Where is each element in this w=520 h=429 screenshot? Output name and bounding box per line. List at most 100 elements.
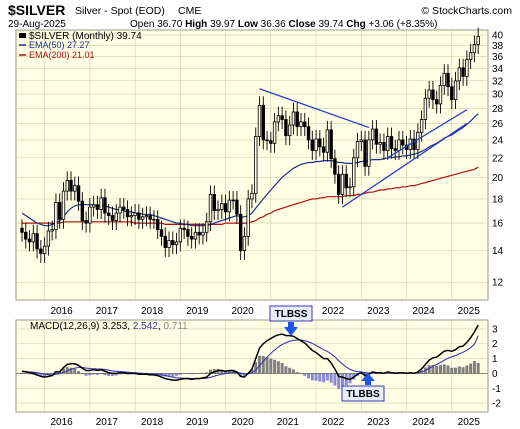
candle-body bbox=[212, 194, 216, 212]
candle-body bbox=[235, 199, 239, 215]
candle-body bbox=[186, 229, 190, 237]
tlbss-label: TLBSS bbox=[275, 309, 308, 320]
macd-y-tick: 1 bbox=[492, 354, 498, 365]
candle-body bbox=[50, 229, 54, 232]
candle-body bbox=[159, 229, 164, 237]
macd-hist-bar bbox=[92, 373, 96, 375]
macd-hist-bar bbox=[239, 373, 243, 377]
candle-body bbox=[269, 140, 273, 144]
candle-body bbox=[103, 197, 107, 214]
candle-body bbox=[242, 235, 247, 251]
macd-hist-bar bbox=[122, 373, 126, 375]
macd-hist-bar bbox=[438, 365, 442, 374]
macd-hist-bar bbox=[307, 373, 311, 379]
candle-body bbox=[427, 89, 431, 99]
macd-hist-bar bbox=[318, 373, 322, 382]
macd-hist-bar bbox=[80, 373, 84, 375]
macd-x-tick: 2019 bbox=[186, 417, 209, 428]
candle-body bbox=[401, 139, 405, 146]
price-y-tick: 12 bbox=[492, 278, 504, 289]
macd-hist-bar bbox=[446, 365, 450, 374]
symbol-title: $SILVER bbox=[8, 2, 65, 18]
price-y-tick: 36 bbox=[492, 52, 504, 63]
candle-body bbox=[423, 97, 428, 120]
macd-hist-bar bbox=[220, 369, 224, 374]
tlbss-arrow-icon bbox=[284, 322, 298, 336]
macd-hist-bar bbox=[254, 361, 258, 374]
macd-x-tick: 2018 bbox=[141, 417, 164, 428]
price-x-tick: 2020 bbox=[231, 306, 254, 317]
candle-body bbox=[416, 131, 420, 150]
macd-hist-bar bbox=[28, 373, 32, 375]
macd-hist-bar bbox=[50, 373, 54, 375]
candle-body bbox=[178, 227, 183, 243]
candle-body bbox=[374, 128, 379, 145]
trendline bbox=[387, 109, 468, 159]
exchange-label: CME bbox=[178, 5, 201, 17]
macd-hist-bar bbox=[329, 373, 333, 383]
candle-body bbox=[99, 197, 103, 210]
price-y-tick: 34 bbox=[492, 64, 504, 75]
candle-body bbox=[461, 67, 465, 77]
macd-hist-bar bbox=[269, 358, 273, 374]
candle-body bbox=[20, 227, 24, 233]
candle-body bbox=[303, 121, 307, 128]
candle-body bbox=[61, 190, 66, 220]
macd-hist-bar bbox=[175, 373, 179, 376]
candle-body bbox=[231, 199, 235, 202]
candle-body bbox=[171, 240, 175, 246]
candle-body bbox=[144, 215, 149, 218]
candle-body bbox=[472, 44, 477, 54]
candle-body bbox=[453, 80, 458, 101]
candle-body bbox=[280, 115, 284, 120]
candle-body bbox=[152, 218, 156, 221]
macd-x-tick: 2017 bbox=[96, 417, 119, 428]
candle-body bbox=[156, 218, 160, 231]
candle-body bbox=[208, 194, 213, 223]
macd-hist-bar bbox=[461, 367, 465, 374]
macd-hist-bar bbox=[348, 373, 352, 384]
macd-hist-bar bbox=[273, 359, 277, 374]
candle-body bbox=[31, 233, 36, 243]
macd-y-tick: 2 bbox=[492, 339, 498, 350]
macd-hist-bar bbox=[284, 366, 288, 374]
candle-body bbox=[35, 233, 39, 250]
candle-body bbox=[257, 104, 262, 137]
candle-body bbox=[291, 111, 296, 126]
candle-body bbox=[140, 216, 145, 220]
macd-hist-bar bbox=[190, 373, 194, 375]
macd-hist-bar bbox=[465, 365, 469, 374]
candle-body bbox=[434, 99, 439, 105]
macd-hist-bar bbox=[178, 373, 182, 375]
macd-hist-bar bbox=[322, 373, 326, 383]
macd-hist-bar bbox=[303, 373, 307, 376]
price-y-tick: 20 bbox=[492, 173, 504, 184]
candle-body bbox=[80, 200, 85, 221]
price-x-tick: 2018 bbox=[141, 306, 164, 317]
price-y-tick: 18 bbox=[492, 194, 504, 205]
candle-body bbox=[137, 212, 141, 220]
macd-hist-bar bbox=[325, 373, 329, 381]
candle-body bbox=[189, 235, 194, 240]
candle-body bbox=[348, 186, 352, 189]
macd-hist-bar bbox=[65, 367, 69, 374]
candle-body bbox=[238, 213, 243, 251]
candle-body bbox=[163, 235, 167, 248]
macd-x-tick: 2023 bbox=[367, 417, 390, 428]
macd-hist-bar bbox=[472, 361, 476, 374]
candle-body bbox=[65, 180, 69, 192]
candle-body bbox=[450, 86, 454, 101]
macd-hist-bar bbox=[450, 367, 454, 374]
price-x-tick: 2023 bbox=[367, 306, 390, 317]
price-y-tick: 22 bbox=[492, 153, 504, 164]
macd-hist-bar bbox=[258, 355, 262, 374]
candle-body bbox=[167, 240, 171, 248]
candle-body bbox=[261, 104, 265, 141]
price-x-tick: 2024 bbox=[412, 306, 435, 317]
price-panel bbox=[15, 29, 489, 301]
candle-body bbox=[272, 121, 277, 144]
macd-hist-bar bbox=[280, 363, 284, 374]
macd-hist-bar bbox=[163, 373, 167, 377]
